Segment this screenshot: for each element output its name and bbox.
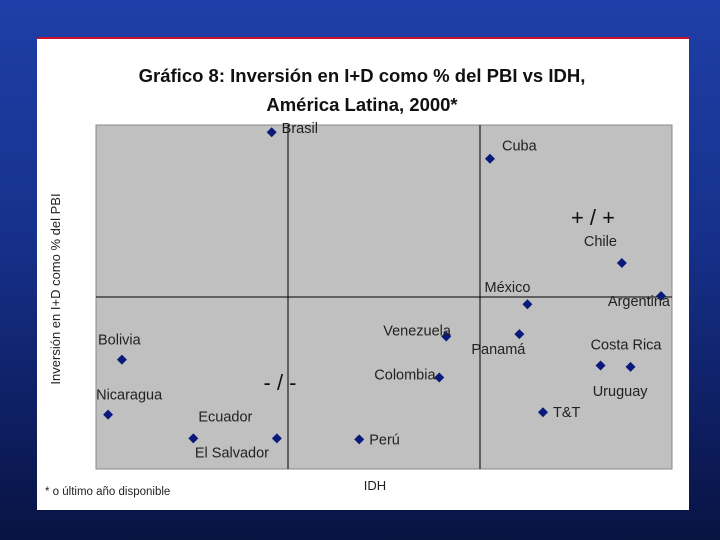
point-marker-uruguay: [625, 361, 636, 372]
point-label-brasil: Brasil: [282, 121, 318, 137]
points-layer: Brasil Cuba Chile Argentina México Panamá Vene…: [96, 121, 671, 461]
point-label-cuba: Cuba: [502, 139, 538, 155]
point-label-t-t: T&T: [553, 405, 581, 421]
quadrant-label-top-right: + / +: [571, 205, 615, 230]
chart-title-line1: Gráfico 8: Inversión en I+D como % del P…: [139, 65, 586, 86]
point-label-uruguay: Uruguay: [593, 384, 649, 400]
point-marker-cuba: [484, 153, 495, 164]
point-marker-argentina: [656, 290, 667, 301]
point-label-chile: Chile: [584, 234, 617, 250]
point-label-colombia: Colombia: [374, 367, 436, 383]
y-axis-label: Inversión en I+D como % del PBI: [48, 193, 63, 384]
point-marker-ecuador: [188, 433, 199, 444]
point-marker-panama: [514, 329, 525, 340]
point-label-peru: Perú: [369, 432, 400, 448]
point-label-ecuador: Ecuador: [198, 409, 252, 425]
point-label-argentina: Argentina: [608, 294, 671, 310]
footnote: * o último año disponible: [45, 486, 170, 498]
chart-title-line2: América Latina, 2000*: [266, 94, 458, 115]
point-label-bolivia: Bolivia: [98, 333, 142, 349]
quadrant-label-bottom-left: - / -: [264, 370, 297, 395]
point-marker-nicaragua: [103, 409, 114, 420]
x-axis-label: IDH: [364, 478, 386, 493]
point-label-costa-rica: Costa Rica: [591, 337, 663, 353]
point-marker-colombia: [434, 372, 445, 383]
scatter-chart: Gráfico 8: Inversión en I+D como % del P…: [45, 65, 673, 498]
point-label-venezuela: Venezuela: [383, 324, 452, 340]
point-marker-brasil: [266, 127, 277, 138]
point-marker-el-salvador: [271, 433, 282, 444]
point-label-el-salvador: El Salvador: [195, 445, 269, 461]
point-label-nicaragua: Nicaragua: [96, 388, 163, 404]
slide-panel: Gráfico 8: Inversión en I+D como % del P…: [37, 37, 689, 510]
point-marker-bolivia: [116, 354, 127, 365]
point-marker-mexico: [522, 299, 533, 310]
point-label-mexico: México: [484, 280, 530, 296]
point-marker-t-t: [537, 407, 548, 418]
point-marker-peru: [354, 434, 365, 445]
point-label-panama: Panamá: [471, 342, 526, 358]
point-marker-costa-rica: [595, 360, 606, 371]
point-marker-chile: [616, 257, 627, 268]
point-marker-venezuela: [441, 331, 452, 342]
